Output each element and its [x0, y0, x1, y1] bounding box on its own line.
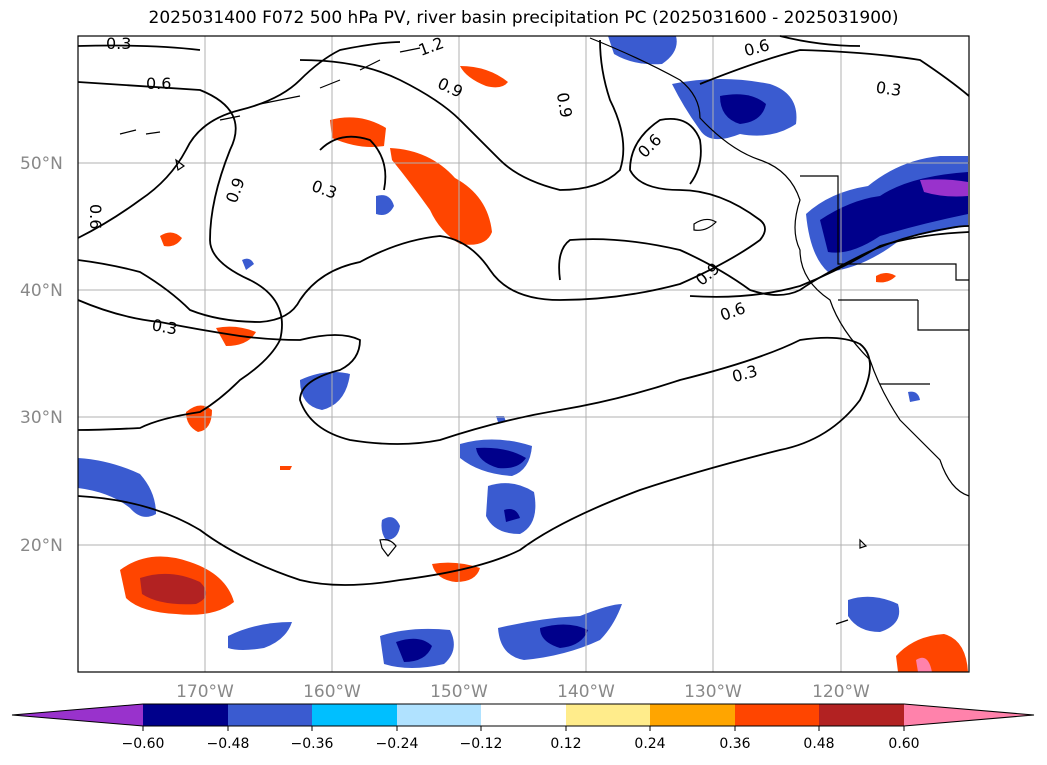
colorbar-segment: [566, 704, 650, 726]
lat-label: 40°N: [20, 281, 63, 301]
colorbar-segment: [143, 704, 228, 726]
colorbar-tick-label: −0.48: [207, 736, 250, 752]
lon-label: 120°W: [812, 682, 870, 702]
colorbar-extend-left: [12, 704, 143, 726]
colorbar-tick-label: −0.36: [291, 736, 334, 752]
pv-contours: [77, 35, 970, 586]
lat-label: 20°N: [20, 536, 63, 556]
lat-label: 50°N: [20, 154, 63, 174]
lon-label: 150°W: [430, 682, 488, 702]
lon-label: 140°W: [557, 682, 615, 702]
colorbar-tick-label: 0.24: [634, 736, 665, 752]
contour-label: 0.3: [150, 315, 178, 338]
colorbar-segment: [650, 704, 735, 726]
colorbar-segment: [312, 704, 397, 726]
lon-label: 160°W: [303, 682, 361, 702]
map-title: 2025031400 F072 500 hPa PV, river basin …: [148, 8, 899, 28]
plot-frame: [77, 35, 970, 673]
colorbar-extend-right: [904, 704, 1034, 726]
lat-label: 30°N: [20, 408, 63, 428]
contour-label: 0.6: [146, 74, 171, 93]
colorbar: −0.60 −0.48 −0.36 −0.24 −0.12 0.12 0.24 …: [11, 703, 1035, 752]
colorbar-segment: [819, 704, 904, 726]
colorbar-tick-label: 0.60: [888, 736, 919, 752]
contour-labels: 0.3 0.6 0.9 0.6 0.9 0.3 0.9 0.3 0.6 0.6 …: [86, 33, 903, 386]
lon-label: 170°W: [176, 682, 234, 702]
colorbar-segment: [228, 704, 312, 726]
coastlines: [119, 37, 970, 625]
colorbar-tick-label: 0.12: [550, 736, 581, 752]
contour-label: 0.9: [553, 91, 576, 119]
contour-label: 0.3: [875, 78, 903, 100]
colorbar-tick-label: −0.12: [460, 736, 503, 752]
contour-label: 0.6: [86, 204, 105, 229]
contour-label: 0.3: [106, 34, 131, 53]
colorbar-tick-label: −0.60: [122, 736, 165, 752]
lon-label: 130°W: [684, 682, 742, 702]
colorbar-segment: [481, 704, 566, 726]
colorbar-tick-label: 0.48: [803, 736, 834, 752]
longitude-labels: 170°W 160°W 150°W 140°W 130°W 120°W: [176, 682, 870, 702]
colorbar-segment: [735, 704, 819, 726]
colorbar-tick-label: 0.36: [719, 736, 750, 752]
plot-area: [78, 36, 969, 672]
latitude-labels: 50°N 40°N 30°N 20°N: [20, 154, 63, 556]
colorbar-segment: [397, 704, 481, 726]
colorbar-tick-label: −0.24: [376, 736, 419, 752]
